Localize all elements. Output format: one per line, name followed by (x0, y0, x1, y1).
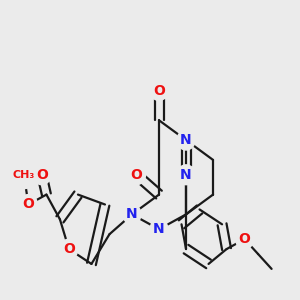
Text: N: N (180, 168, 192, 182)
Text: O: O (153, 84, 165, 98)
Circle shape (33, 165, 51, 185)
Text: CH₃: CH₃ (13, 170, 35, 180)
Circle shape (20, 195, 38, 214)
Text: N: N (126, 207, 138, 221)
Text: O: O (22, 197, 34, 212)
Circle shape (128, 165, 146, 185)
Text: O: O (238, 232, 250, 246)
Circle shape (60, 239, 78, 259)
Circle shape (123, 205, 141, 224)
Text: O: O (63, 242, 75, 256)
Circle shape (150, 81, 168, 100)
Text: O: O (130, 168, 142, 182)
Circle shape (177, 165, 195, 185)
Circle shape (11, 161, 37, 189)
Circle shape (177, 130, 195, 150)
Text: N: N (180, 133, 192, 147)
Text: N: N (153, 222, 165, 236)
Circle shape (236, 229, 253, 249)
Circle shape (150, 219, 168, 239)
Text: O: O (36, 168, 48, 182)
